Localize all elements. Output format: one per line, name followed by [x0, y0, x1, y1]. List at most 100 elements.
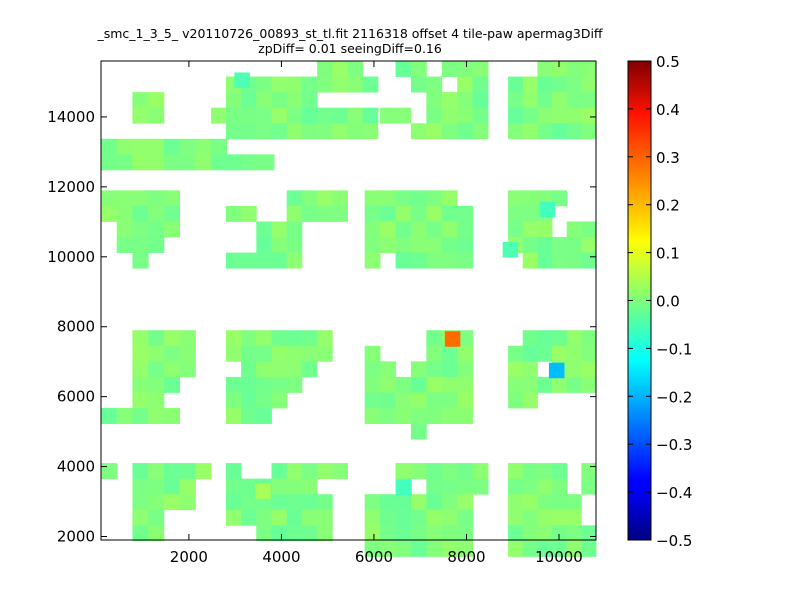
heatmap-cell [441, 237, 458, 253]
heatmap-cell [380, 494, 396, 511]
heatmap-cell [581, 61, 597, 77]
heatmap-cell [271, 463, 288, 480]
heatmap-cell [380, 190, 396, 207]
heatmap-cell [508, 463, 524, 480]
heatmap-cell [566, 237, 582, 253]
heatmap-cell [537, 478, 553, 495]
heatmap-cell [132, 361, 149, 378]
heatmap-cell [286, 376, 303, 393]
heatmap-cell [395, 494, 412, 511]
heatmap-cell [380, 509, 396, 526]
heatmap-cell [163, 376, 181, 393]
heatmap-cell [241, 376, 257, 393]
heatmap-cell [441, 345, 458, 362]
heatmap-cell [410, 76, 427, 93]
heatmap-cell [286, 509, 303, 526]
heatmap-cell [566, 221, 582, 238]
heatmap-cell [132, 408, 149, 424]
heatmap-cell-highlight [255, 483, 271, 499]
heatmap-cell [132, 376, 149, 393]
heatmap-cell [132, 252, 149, 269]
heatmap-cell [441, 509, 458, 526]
heatmap-cell [472, 76, 489, 93]
heatmap-cell [132, 463, 149, 480]
heatmap-cell [552, 61, 568, 77]
heatmap-cell [148, 361, 165, 378]
heatmap-cell [566, 540, 582, 557]
heatmap-cell [163, 478, 181, 495]
heatmap-cell [132, 345, 149, 362]
heatmap-cell [410, 61, 427, 77]
heatmap-cell [441, 478, 458, 495]
heatmap-cell-highlight [444, 331, 461, 347]
heatmap-cell [566, 61, 582, 77]
heatmap-cell [225, 408, 242, 424]
heatmap-cell [426, 190, 443, 207]
heatmap-cell [522, 107, 538, 124]
heatmap-cell [566, 494, 582, 511]
heatmap-cell [426, 478, 443, 495]
heatmap-cell [508, 76, 524, 93]
heatmap-cell [148, 494, 165, 511]
heatmap-cell [581, 345, 597, 362]
x-tick-label: 4000 [262, 548, 300, 566]
y-tick-label: 2000 [57, 528, 95, 546]
heatmap-cell [179, 138, 196, 155]
heatmap-cell [286, 330, 303, 347]
heatmap-cell [148, 408, 165, 424]
chart-subtitle: zpDiff= 0.01 seeingDiff=0.16 [258, 41, 442, 56]
heatmap-cell [132, 509, 149, 526]
heatmap-cell [179, 361, 196, 378]
heatmap-cell [132, 330, 149, 347]
heatmap-cell [163, 361, 181, 378]
heatmap-cell [457, 107, 474, 124]
heatmap-cell [395, 107, 412, 124]
heatmap-cell [441, 540, 458, 557]
heatmap-cell [457, 525, 474, 542]
heatmap-cell [581, 540, 597, 557]
heatmap-cell [148, 478, 165, 495]
x-tick-label: 8000 [447, 548, 485, 566]
heatmap-cell [457, 123, 474, 140]
heatmap-cell [395, 463, 412, 480]
heatmap-cell [148, 154, 165, 171]
heatmap-cell [271, 76, 288, 93]
heatmap-cell [522, 525, 538, 542]
heatmap-cell [566, 92, 582, 109]
heatmap-cell [537, 76, 553, 93]
y-tick-label: 6000 [57, 388, 95, 406]
heatmap-cell [522, 361, 538, 378]
heatmap-cell [317, 509, 333, 526]
heatmap-cell [225, 478, 242, 495]
heatmap-cell [301, 525, 318, 542]
heatmap-cell [271, 392, 288, 409]
heatmap-cell [441, 525, 458, 542]
heatmap-cell [395, 509, 412, 526]
heatmap-cell [256, 509, 272, 526]
heatmap-cell [301, 190, 318, 207]
heatmap-cell [256, 107, 272, 124]
heatmap-cell [347, 123, 364, 140]
heatmap-cell [522, 76, 538, 93]
heatmap-cell [364, 345, 381, 362]
heatmap-cell [301, 330, 318, 347]
heatmap-cell [508, 361, 524, 378]
heatmap-cell [552, 76, 568, 93]
heatmap-cell [441, 361, 458, 378]
heatmap-cell [241, 252, 257, 269]
heatmap-cell [457, 478, 474, 495]
heatmap-cell [364, 509, 381, 526]
heatmap-cell [472, 107, 489, 124]
heatmap-cell [148, 525, 165, 542]
heatmap-cells [101, 61, 597, 557]
heatmap-cell [441, 123, 458, 140]
heatmap-cell [286, 252, 303, 269]
heatmap-cell [286, 221, 303, 238]
heatmap-cell [441, 252, 458, 269]
heatmap-cell [380, 205, 396, 222]
colorbar-tick-label: 0.5 [656, 53, 680, 71]
heatmap-cell [364, 494, 381, 511]
heatmap-cell [364, 392, 381, 409]
heatmap-cell [426, 92, 443, 109]
heatmap-cell [132, 190, 149, 207]
